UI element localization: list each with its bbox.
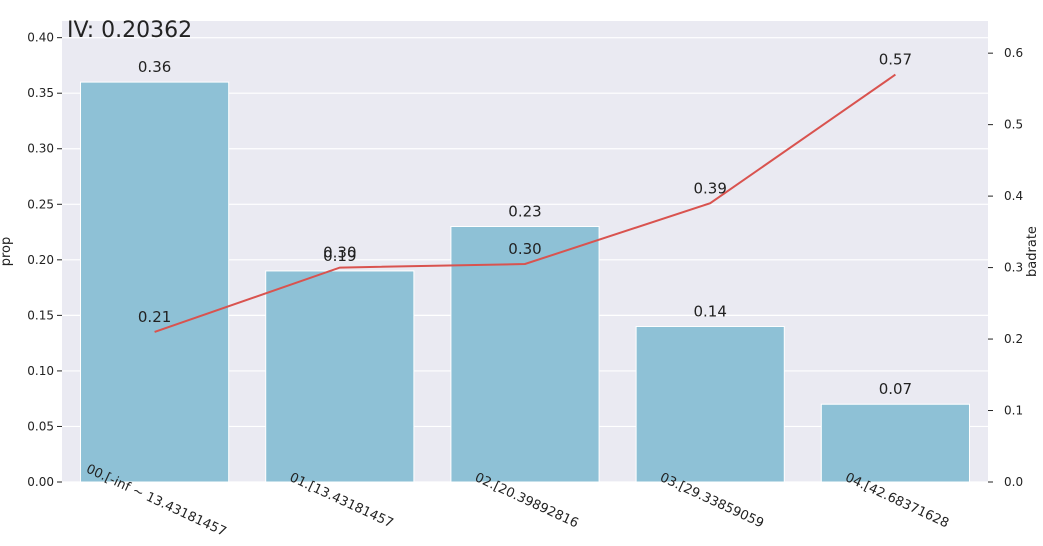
right-tick-label: 0.4 [1004,189,1023,203]
bar [265,270,415,483]
badrate-line-path [154,73,896,333]
left-tick-label: 0.35 [27,86,54,100]
left-tick-label: 0.05 [27,419,54,433]
right-tick-label: 0.2 [1004,332,1023,346]
right-tick-label: 0.6 [1004,46,1023,60]
left-tick-label: 0.25 [27,197,54,211]
left-tick-label: 0.30 [27,142,54,156]
bar-value-label: 0.23 [508,203,541,221]
bar [80,81,230,483]
badrate-value-label: 0.30 [323,244,356,262]
right-tick-label: 0.3 [1004,261,1023,275]
bar-value-label: 0.19 [323,247,356,265]
bar-value-label: 0.07 [879,380,912,398]
bars [80,81,970,483]
bar [450,226,600,483]
badrate-value-label: 0.39 [693,179,726,197]
left-tick-label: 0.10 [27,364,54,378]
right-tick-label: 0.0 [1004,475,1023,489]
bar-value-label: 0.36 [138,58,171,76]
bar-value-label: 0.14 [693,302,726,320]
badrate-value-label: 0.21 [138,308,171,326]
left-tick-label: 0.40 [27,31,54,45]
right-tick-label: 0.1 [1004,404,1023,418]
badrate-line [154,73,896,333]
left-tick-label: 0.20 [27,253,54,267]
bar [635,325,785,483]
left-tick-label: 0.15 [27,308,54,322]
y-axis-label: prop [0,237,14,267]
y2-axis-label: badrate [1025,226,1040,277]
left-tick-label: 0.00 [27,475,54,489]
data-labels: 0.36 0.19 0.23 0.14 0.07 0.21 0.30 0.30 0.39 0.57 [138,51,912,399]
badrate-value-label: 0.30 [508,240,541,258]
right-tick-label: 0.5 [1004,118,1023,132]
badrate-value-label: 0.57 [879,51,912,69]
bar [820,403,970,483]
chart-title: IV: 0.20362 [67,18,192,43]
